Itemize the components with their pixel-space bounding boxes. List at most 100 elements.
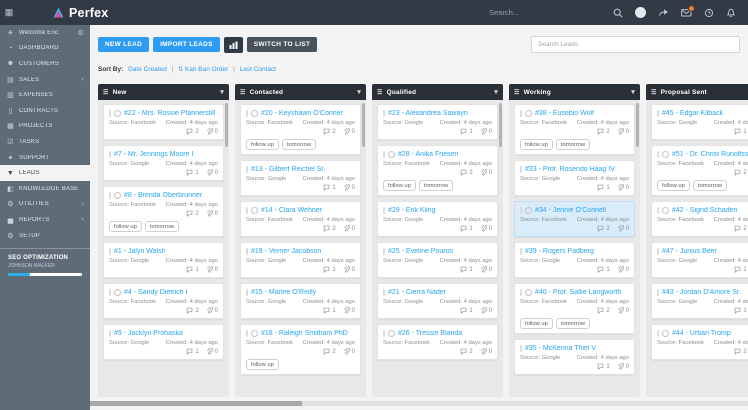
lead-card[interactable]: #4 - Sandy Dietrich I Source: Facebook Cre… — [103, 283, 224, 319]
sort-kanban-order-link[interactable]: Kan Ban Order — [184, 66, 229, 73]
drag-handle-icon[interactable] — [246, 248, 248, 255]
lead-card[interactable]: #29 - Erik Kling Source: Google Created: 4… — [377, 201, 498, 237]
sidebar-item-projects[interactable]: ▦ PROJECTS — [0, 119, 90, 135]
sidebar-item-expenses[interactable]: ▥ EXPENSES — [0, 87, 90, 103]
lead-card[interactable]: #15 - Marlee O'Reilly Source: Google Creat… — [240, 283, 361, 319]
lead-title-link[interactable]: #26 - Tressie Blanda — [398, 330, 463, 337]
brand-logo[interactable]: Perfex — [52, 6, 108, 20]
lead-card[interactable]: #42 - Sigrid Schaden Source: Facebook Crea… — [651, 201, 748, 237]
bell-icon[interactable] — [726, 8, 736, 18]
lead-title-link[interactable]: #39 - Rogers Padberg — [525, 248, 594, 255]
lead-card[interactable]: #20 - Keyshawn O'Conner Source: Facebook C… — [240, 104, 361, 155]
lead-title-link[interactable]: #47 - Junius Beer — [662, 248, 717, 255]
drag-handle-icon[interactable] — [246, 330, 248, 337]
lead-title-link[interactable]: #4 - Sandy Dietrich I — [124, 289, 188, 296]
lead-title-link[interactable]: #8 - Brenda Oberbrunner — [124, 192, 203, 199]
sort-last-contact-link[interactable]: Last Contact — [239, 66, 277, 73]
lead-card[interactable]: #51 - Dr. Christ Runolfsson Source: Faceb… — [651, 145, 748, 196]
sort-date-created-link[interactable]: Date Created — [128, 66, 167, 73]
drag-handle-icon[interactable] — [520, 248, 522, 255]
lead-card[interactable]: #22 - Mrs. Rossie Pfannerstill III Source… — [103, 104, 224, 140]
lead-card[interactable]: #23 - Alexandrea Sawayn Source: Google Cre… — [377, 104, 498, 140]
lead-title-link[interactable]: #18 - Raleigh Smitham PhD — [261, 330, 348, 337]
lead-card[interactable]: #38 - Eusebio Wolf Source: Facebook Create… — [514, 104, 635, 155]
drag-handle-icon[interactable] — [657, 248, 659, 255]
drag-handle-icon[interactable] — [520, 345, 522, 352]
sidebar-item-welcome-eric[interactable]: ✈ Welcome Eric ⚙ — [0, 25, 90, 41]
column-scrollbar-thumb[interactable] — [636, 103, 639, 147]
lead-title-link[interactable]: #44 - Urban Tromp — [672, 330, 731, 337]
lead-card[interactable]: #45 - Edgar Kilback Source: Google Created… — [651, 104, 748, 140]
lead-title-link[interactable]: #20 - Keyshawn O'Conner — [261, 110, 343, 117]
lead-title-link[interactable]: #29 - Erik Kling — [388, 207, 436, 214]
drag-handle-icon[interactable] — [109, 248, 111, 255]
lead-card[interactable]: #34 - Jennie O'Connell Source: Facebook Cr… — [514, 201, 635, 237]
column-scrollbar-thumb[interactable] — [499, 103, 502, 147]
avatar[interactable] — [635, 7, 646, 18]
lead-title-link[interactable]: #25 - Eveline Pouros — [388, 248, 453, 255]
lead-card[interactable]: #47 - Junius Beer Source: Google Created: … — [651, 242, 748, 278]
lead-card[interactable]: #21 - Cierra Nader Source: Google Created:… — [377, 283, 498, 319]
lead-title-link[interactable]: #14 - Clara Wehner — [261, 207, 322, 214]
lead-card[interactable]: #33 - Prof. Rosendo Haag IV Source: Googl… — [514, 160, 635, 196]
drag-handle-icon[interactable] — [109, 192, 111, 199]
sidebar-item-customers[interactable]: ☻ CUSTOMERS — [0, 56, 90, 72]
drag-handle-icon[interactable] — [657, 289, 659, 296]
lead-card[interactable]: #14 - Clara Wehner Source: Facebook Create… — [240, 201, 361, 237]
drag-handle-icon[interactable] — [246, 110, 248, 117]
drag-handle-icon[interactable] — [520, 207, 522, 214]
sidebar-item-reports[interactable]: ▅ REPORTS ‹ — [0, 212, 90, 228]
drag-handle-icon[interactable] — [246, 166, 248, 173]
sidebar-item-contracts[interactable]: ▯ CONTRACTS — [0, 103, 90, 119]
drag-handle-icon[interactable] — [657, 330, 659, 337]
lead-card[interactable]: #35 - McKenna Thiel V Source: Google Creat… — [514, 339, 635, 375]
chevron-down-icon[interactable]: ▾ — [357, 89, 361, 96]
drag-handle-icon[interactable] — [109, 289, 111, 296]
drag-handle-icon[interactable] — [520, 166, 522, 173]
sidebar-item-leads[interactable]: ▼ LEADS — [0, 165, 90, 181]
scrollbar-thumb[interactable] — [90, 401, 302, 406]
column-scrollbar-thumb[interactable] — [362, 103, 365, 147]
lead-card[interactable]: #1 - Jalyn Walsh Source: Google Created: 4… — [103, 242, 224, 278]
lead-title-link[interactable]: #40 - Prof. Sallie Langworth — [535, 289, 622, 296]
drag-handle-icon[interactable] — [383, 110, 385, 117]
drag-handle-icon[interactable] — [520, 110, 522, 117]
lead-card[interactable]: #43 - Jordan D'Amore Sr. Source: Google Cr… — [651, 283, 748, 319]
lead-title-link[interactable]: #22 - Mrs. Rossie Pfannerstill III — [124, 110, 218, 117]
gear-icon[interactable]: ⚙ — [77, 29, 84, 37]
column-header[interactable]: ☰ Qualified ▾ — [372, 84, 503, 100]
sidebar-item-utilities[interactable]: ⚙ UTILITIES ‹ — [0, 197, 90, 213]
drag-handle-icon[interactable] — [383, 330, 385, 337]
lead-title-link[interactable]: #35 - McKenna Thiel V — [525, 345, 597, 352]
column-scrollbar-thumb[interactable] — [225, 103, 228, 147]
lead-title-link[interactable]: #34 - Jennie O'Connell — [535, 207, 606, 214]
sidebar-item-sales[interactable]: ▤ SALES ‹ — [0, 72, 90, 88]
leads-summary-chart-button[interactable] — [223, 36, 243, 53]
chevron-down-icon[interactable]: ▾ — [631, 89, 635, 96]
lead-card[interactable]: #7 - Mr. Jennings Moore I Source: Google C… — [103, 145, 224, 181]
lead-card[interactable]: #9 - Jacklyn Prohaska Source: Google Creat… — [103, 324, 224, 360]
switch-to-list-button[interactable]: SWITCH TO LIST — [246, 37, 318, 52]
column-header[interactable]: ☰ Contacted ▾ — [235, 84, 366, 100]
lead-card[interactable]: #13 - Gilbert Reichel Sr. Source: Google C… — [240, 160, 361, 196]
column-header[interactable]: ☰ New ▾ — [98, 84, 229, 100]
lead-card[interactable]: #26 - Tressie Blanda Source: Facebook Crea… — [377, 324, 498, 360]
lead-title-link[interactable]: #13 - Gilbert Reichel Sr. — [251, 166, 326, 173]
lead-title-link[interactable]: #19 - Verner Jacobson — [251, 248, 322, 255]
lead-title-link[interactable]: #23 - Alexandrea Sawayn — [388, 110, 468, 117]
column-header[interactable]: ☰ Working ▾ — [509, 84, 640, 100]
lead-title-link[interactable]: #38 - Eusebio Wolf — [535, 110, 595, 117]
lead-card[interactable]: #25 - Eveline Pouros Source: Google Create… — [377, 242, 498, 278]
chevron-down-icon[interactable]: ▾ — [494, 89, 498, 96]
search-icon[interactable] — [613, 8, 623, 18]
sidebar-item-support[interactable]: ✦ SUPPORT — [0, 150, 90, 166]
lead-title-link[interactable]: #7 - Mr. Jennings Moore I — [114, 151, 194, 158]
drag-handle-icon[interactable] — [246, 207, 248, 214]
sidebar-item-dashboard[interactable]: ◔ DASHBOARD — [0, 41, 90, 57]
chevron-down-icon[interactable]: ▾ — [220, 89, 224, 96]
import-leads-button[interactable]: IMPORT LEADS — [153, 37, 220, 52]
drag-handle-icon[interactable] — [520, 289, 522, 296]
drag-handle-icon[interactable] — [657, 207, 659, 214]
drag-handle-icon[interactable] — [657, 110, 659, 117]
lead-card[interactable]: #39 - Rogers Padberg Source: Google Create… — [514, 242, 635, 278]
